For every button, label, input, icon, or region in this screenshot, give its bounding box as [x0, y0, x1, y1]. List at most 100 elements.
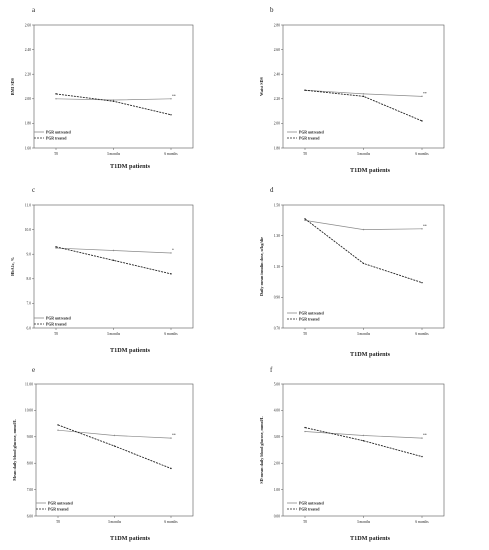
y-tick-label: 1.60: [25, 146, 31, 150]
series-line-treated: [55, 246, 172, 275]
data-point: [55, 247, 57, 249]
y-tick-label: 6.00: [27, 514, 33, 518]
x-axis-label: T1DM patients: [110, 347, 151, 354]
x-tick-label: 3 months: [357, 152, 371, 156]
x-axis-label: T1DM patients: [110, 163, 151, 170]
data-point: [421, 95, 423, 98]
data-point: [170, 437, 172, 439]
significance-marker: **: [172, 94, 176, 98]
legend-entry: PGR treated: [299, 136, 320, 140]
chart-panel-c: c 6.0 7.0 8.0 9.0 10.0 11.0 T0 3 months 6 months H…: [10, 186, 194, 354]
series-line-treated: [55, 93, 172, 116]
legend-entry: PGR treated: [46, 322, 67, 326]
y-tick-label: 2.40: [25, 48, 31, 52]
y-tick-label: 2.60: [25, 23, 31, 27]
x-axis-label: T1DM patients: [350, 167, 391, 174]
data-point: [55, 98, 57, 100]
data-point: [170, 273, 172, 275]
legend-entry: PGR treated: [299, 317, 320, 321]
x-tick-label: T0: [54, 152, 58, 156]
data-point: [362, 262, 365, 265]
legend-entry: PGR untreated: [48, 501, 74, 505]
data-point: [57, 424, 59, 426]
x-axis-label: T1DM patients: [350, 535, 391, 542]
data-point: [55, 93, 57, 95]
y-axis-label: SD mean daily blood glucose, mmol/L: [259, 416, 264, 484]
legend-entry: PGR untreated: [299, 130, 325, 134]
y-tick-label: 1.80: [274, 146, 280, 150]
plot-frame: [282, 204, 445, 329]
legend-entry: PGR untreated: [299, 311, 325, 315]
series-line-treated: [304, 218, 423, 284]
data-point: [304, 426, 306, 429]
data-point: [170, 98, 172, 100]
significance-marker: **: [172, 434, 176, 438]
y-tick-label: 2.00: [274, 462, 280, 466]
data-point: [304, 430, 306, 433]
y-axis-label: Waist SDS: [259, 76, 264, 96]
data-point: [421, 281, 423, 284]
x-tick-label: T0: [54, 332, 58, 336]
significance-marker: **: [423, 224, 427, 228]
panel-letter: d: [270, 186, 274, 194]
x-tick-label: 3 months: [108, 520, 122, 524]
y-tick-label: 2.20: [25, 73, 31, 77]
data-point: [57, 429, 59, 431]
plot-frame: [33, 204, 194, 329]
data-point: [112, 249, 115, 252]
plot-frame: [35, 383, 194, 517]
data-point: [421, 437, 423, 439]
y-tick-label: 0.00: [274, 514, 280, 518]
y-tick-label: 2.00: [25, 97, 31, 101]
y-axis-label: Mean daily blood glucose, mmol/L: [12, 419, 17, 481]
panel-letter: e: [32, 366, 35, 374]
y-tick-label: 5.00: [274, 382, 280, 386]
x-tick-label: 3 months: [357, 520, 371, 524]
data-point: [421, 455, 423, 458]
data-point: [112, 99, 115, 101]
y-tick-label: 9.0: [27, 253, 32, 257]
y-tick-label: 10.00: [25, 409, 33, 413]
y-tick-label: 9.00: [27, 435, 33, 439]
panel-letter: a: [32, 6, 36, 14]
y-tick-label: 10.0: [25, 228, 31, 232]
x-tick-label: 6 months: [415, 332, 429, 336]
plot-frame: [282, 383, 445, 517]
x-tick-label: 6 months: [164, 520, 178, 524]
y-tick-label: 11.00: [25, 382, 33, 386]
data-point: [170, 252, 172, 254]
y-tick-label: 1.00: [274, 488, 280, 492]
y-axis-label: Daily mean insulin dose, u/kg/die: [259, 237, 264, 296]
y-tick-label: 2.00: [274, 122, 280, 126]
y-tick-label: 2.60: [274, 48, 280, 52]
y-tick-label: 1.50: [274, 203, 280, 207]
chart-panel-a: a 1.60 1.80 2.00 2.20 2.40 2.60 T0 3 months 6 mon…: [10, 6, 194, 170]
legend-entry: PGR treated: [48, 507, 69, 511]
panel-letter: c: [32, 186, 35, 194]
x-tick-label: 3 months: [107, 152, 121, 156]
data-point: [362, 95, 365, 98]
data-point: [362, 93, 365, 95]
significance-marker: **: [423, 92, 427, 96]
y-tick-label: 0.70: [274, 326, 280, 330]
data-point: [304, 219, 306, 222]
y-tick-label: 3.00: [274, 435, 280, 439]
x-tick-label: 6 months: [415, 152, 429, 156]
y-axis-label: BMI SDS: [10, 77, 15, 95]
significance-marker: **: [423, 434, 427, 438]
data-point: [170, 467, 172, 470]
chart-panel-b: b 1.80 2.00 2.20 2.40 2.60 2.80 T0 3 months 6 mon…: [259, 6, 445, 174]
series-line-treated: [304, 89, 423, 122]
y-tick-label: 6.0: [27, 326, 32, 330]
data-point: [362, 434, 365, 437]
y-tick-label: 8.0: [27, 277, 32, 281]
y-tick-label: 7.0: [27, 302, 32, 306]
x-tick-label: 3 months: [357, 332, 371, 336]
x-tick-label: 6 months: [415, 520, 429, 524]
x-tick-label: T0: [303, 332, 307, 336]
y-tick-label: 2.20: [274, 97, 280, 101]
x-tick-label: T0: [303, 152, 307, 156]
data-point: [421, 228, 423, 230]
y-tick-label: 8.00: [27, 462, 33, 466]
panel-letter: f: [270, 366, 273, 374]
